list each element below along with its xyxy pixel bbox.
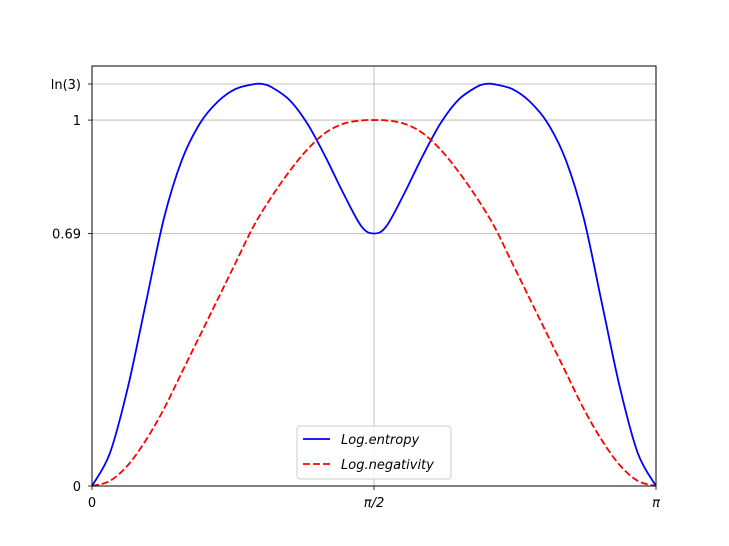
grid-lines (92, 66, 656, 486)
axis-ticks: 0 π/2 π 0 0.69 1 ln(3) (51, 78, 660, 511)
legend: Log.entropy Log.negativity (296, 425, 452, 480)
series-line-log-entropy (91, 82, 657, 487)
y-tick-label: 1 (73, 114, 81, 129)
y-tick-label: 0 (73, 480, 81, 495)
x-tick-label: π (652, 496, 660, 511)
x-tick-label: π/2 (364, 496, 384, 511)
x-tick-label: 0 (88, 496, 96, 511)
y-tick-label: 0.69 (52, 228, 81, 243)
series-line-log-negativity (91, 119, 657, 487)
legend-label: Log.negativity (341, 458, 434, 473)
legend-label: Log.entropy (341, 433, 419, 448)
y-tick-label: ln(3) (51, 78, 81, 93)
series-lines (91, 82, 657, 487)
legend-box (296, 425, 452, 480)
